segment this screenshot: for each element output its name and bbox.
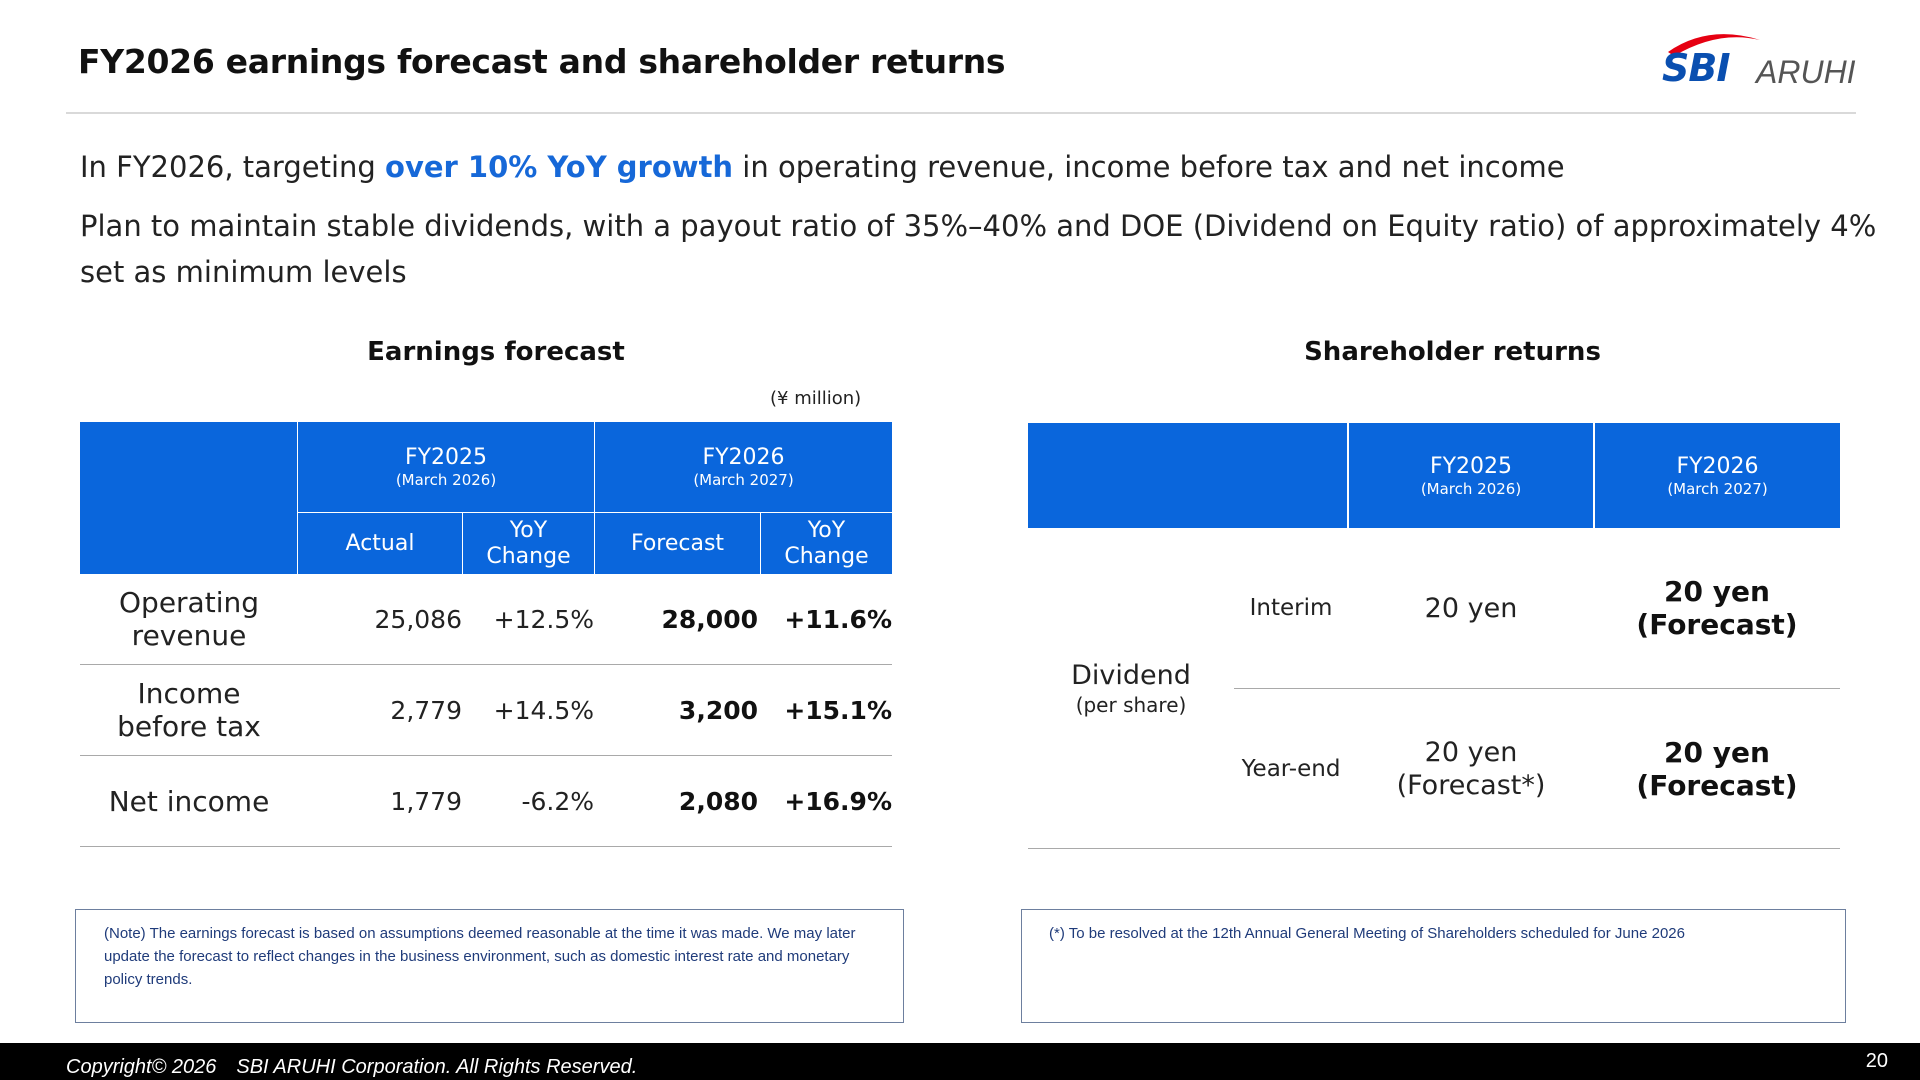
title-divider xyxy=(66,112,1856,114)
row-label-line: Operating xyxy=(119,586,259,619)
year-end-fy2025: 20 yen (Forecast*) xyxy=(1348,689,1594,849)
footer-bar: Copyright© 2026 SBI ARUHI Corporation. A… xyxy=(0,1043,1920,1080)
cell-yoy-forecast: +16.9% xyxy=(784,786,892,816)
bullet-growth-target: In FY2026, targeting over 10% YoY growth… xyxy=(80,144,1565,190)
cell-actual: 2,779 xyxy=(390,695,462,725)
logo-swoosh-icon xyxy=(1668,34,1760,56)
cell-yoy-actual: +14.5% xyxy=(493,695,594,725)
year-end-fy2026: 20 yen (Forecast) xyxy=(1594,689,1840,849)
cell-yoy-actual: -6.2% xyxy=(521,786,594,816)
year-end-fy2025-value: 20 yen xyxy=(1424,737,1518,768)
header-fy2026-sub: (March 2027) xyxy=(693,471,794,489)
header-forecast-label: Forecast xyxy=(630,530,725,556)
shareholder-returns-table: FY2025 (March 2026) FY2026 (March 2027) … xyxy=(1028,423,1840,849)
cell-actual: 25,086 xyxy=(374,604,462,634)
page-title: FY2026 earnings forecast and shareholder… xyxy=(78,42,1006,81)
year-end-fy2025-note: (Forecast*) xyxy=(1396,770,1546,801)
bullet-highlight: over 10% YoY growth xyxy=(385,150,734,184)
row-label-line: Income xyxy=(137,677,241,710)
logo-brand: SBI xyxy=(1662,46,1730,90)
earnings-forecast-title: Earnings forecast xyxy=(367,337,625,367)
bullet-text: in operating revenue, income before tax … xyxy=(733,150,1565,184)
header-fy2026-sub: (March 2027) xyxy=(1667,479,1768,498)
row-label: Operating revenue xyxy=(80,574,298,664)
bullet-dividend-policy: Plan to maintain stable dividends, with … xyxy=(80,209,1877,289)
table-row-operating-revenue: Operating revenue 25,086 +12.5% 28,000 +… xyxy=(80,574,892,665)
row-label-line: before tax xyxy=(117,710,261,743)
cell-forecast: 28,000 xyxy=(661,604,758,634)
cell-forecast: 2,080 xyxy=(678,786,758,816)
header-yoy-label: YoY xyxy=(509,517,548,543)
header-fy2025-sub: (March 2026) xyxy=(395,471,497,489)
year-end-label: Year-end xyxy=(1241,756,1341,782)
dividend-label: Dividend (per share) xyxy=(1028,528,1234,849)
interim-fy2025: 20 yen xyxy=(1424,592,1518,624)
header-actual-label: Actual xyxy=(345,530,415,556)
year-end-fy2026-note: (Forecast) xyxy=(1636,769,1798,802)
table-row-income-before-tax: Income before tax 2,779 +14.5% 3,200 +15… xyxy=(80,665,892,756)
header-yoy-actual: YoY Change xyxy=(463,513,594,574)
header-actual: Actual xyxy=(298,513,462,574)
cell-yoy-forecast: +11.6% xyxy=(784,604,892,634)
header-change-label: Change xyxy=(486,543,571,569)
header-yoy-label: YoY xyxy=(807,517,846,543)
header-fy2025: FY2025 (March 2026) xyxy=(298,422,594,512)
shareholder-returns-title: Shareholder returns xyxy=(1304,337,1601,367)
company-logo: SBI ARUHI xyxy=(1648,26,1868,92)
earnings-table: FY2025 (March 2026) FY2026 (March 2027) … xyxy=(80,422,892,847)
dividend-label-text: Dividend xyxy=(1071,659,1191,691)
row-label: Net income xyxy=(108,784,270,818)
header-yoy-forecast: YoY Change xyxy=(761,513,892,574)
cell-yoy-actual: +12.5% xyxy=(493,604,594,634)
interim-label: Interim xyxy=(1249,595,1333,621)
header-fy2025: FY2025 (March 2026) xyxy=(1349,423,1593,528)
header-forecast: Forecast xyxy=(595,513,760,574)
logo-name: ARUHI xyxy=(1756,54,1856,90)
returns-note: (*) To be resolved at the 12th Annual Ge… xyxy=(1021,909,1846,1023)
returns-table-header: FY2025 (March 2026) FY2026 (March 2027) xyxy=(1028,423,1840,528)
unit-label: (¥ million) xyxy=(770,388,862,409)
cell-yoy-forecast: +15.1% xyxy=(784,695,892,725)
earnings-table-header: FY2025 (March 2026) FY2026 (March 2027) … xyxy=(80,422,892,574)
copyright: Copyright© 2026 SBI ARUHI Corporation. A… xyxy=(66,1056,638,1078)
cell-actual: 1,779 xyxy=(390,786,462,816)
header-fy2025-label: FY2025 xyxy=(1429,453,1513,479)
earnings-note: (Note) The earnings forecast is based on… xyxy=(75,909,904,1023)
year-end-fy2026-value: 20 yen xyxy=(1664,736,1770,769)
header-change-label: Change xyxy=(784,543,869,569)
dividend-label-sub: (per share) xyxy=(1075,692,1187,717)
row-divider xyxy=(1234,688,1840,689)
header-fy2026-label: FY2026 xyxy=(1676,453,1759,479)
header-fy2026: FY2026 (March 2027) xyxy=(1595,423,1840,528)
bullet-text: In FY2026, targeting xyxy=(80,150,386,184)
row-label: Income before tax xyxy=(80,665,298,755)
interim-fy2026-note: (Forecast) xyxy=(1636,608,1798,641)
interim-fy2026-value: 20 yen xyxy=(1664,575,1770,608)
header-fy2025-sub: (March 2026) xyxy=(1420,479,1522,498)
row-label-line: revenue xyxy=(131,619,247,652)
returns-table-body: Dividend (per share) Interim 20 yen 20 y… xyxy=(1028,528,1840,849)
header-fy2025-label: FY2025 xyxy=(404,445,488,470)
cell-forecast: 3,200 xyxy=(678,695,758,725)
page-number: 20 xyxy=(1865,1050,1888,1072)
header-fy2026: FY2026 (March 2027) xyxy=(595,422,892,512)
table-row-net-income: Net income 1,779 -6.2% 2,080 +16.9% xyxy=(80,756,892,847)
header-fy2026-label: FY2026 xyxy=(702,445,785,470)
interim-fy2026: 20 yen (Forecast) xyxy=(1594,528,1840,688)
